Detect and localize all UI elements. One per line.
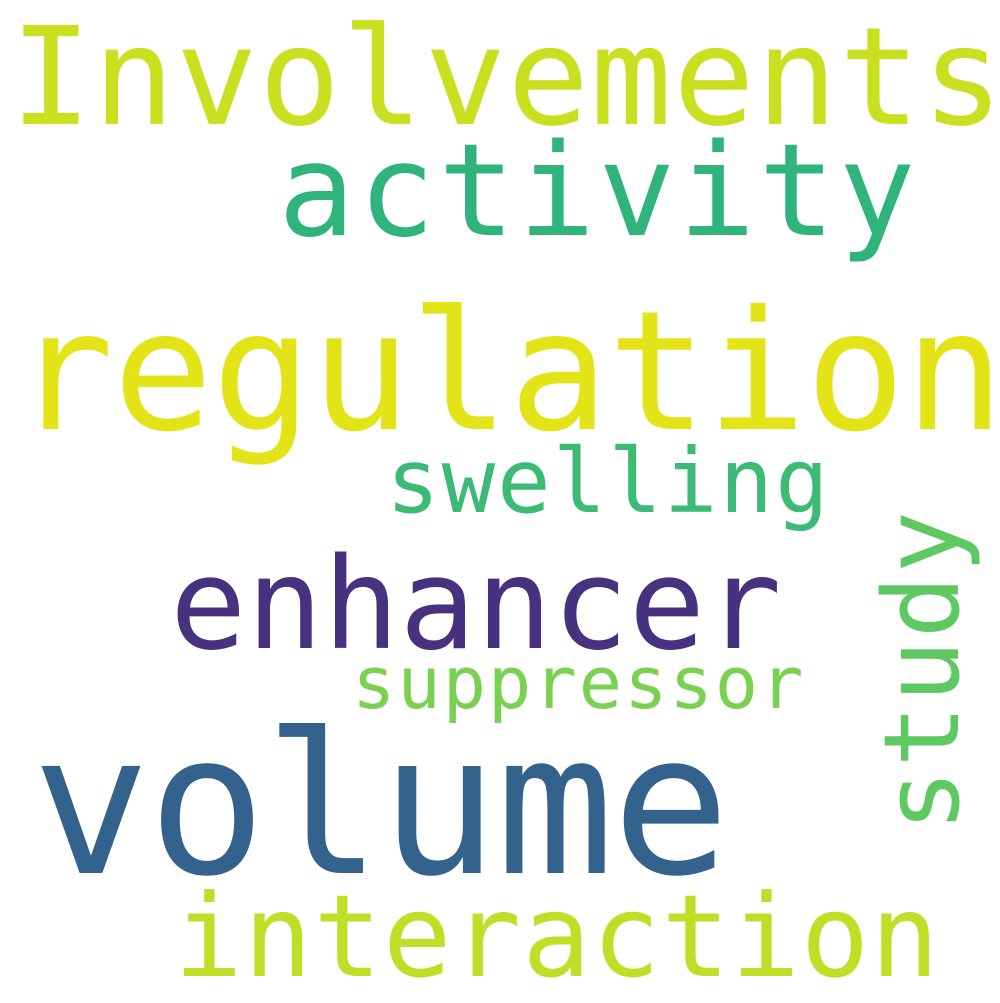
- word-study: study: [870, 509, 974, 832]
- word-swelling: swelling: [386, 437, 831, 526]
- word-interaction: interaction: [174, 880, 940, 994]
- word-activity: activity: [278, 128, 919, 256]
